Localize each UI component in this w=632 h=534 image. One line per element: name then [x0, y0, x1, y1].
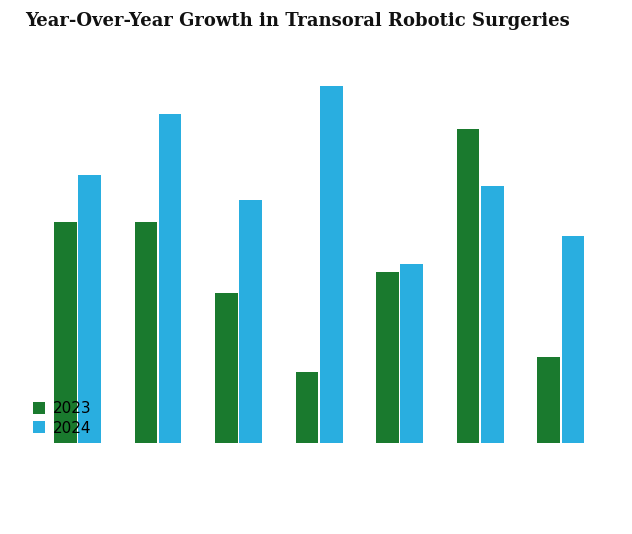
Bar: [159, 114, 181, 443]
Bar: [457, 129, 480, 443]
Bar: [561, 236, 584, 443]
Text: Year-Over-Year Growth in Transoral Robotic Surgeries: Year-Over-Year Growth in Transoral Robot…: [25, 12, 570, 30]
Legend: 2023, 2024: 2023, 2024: [33, 401, 92, 436]
Bar: [216, 293, 238, 443]
Bar: [376, 272, 399, 443]
Bar: [537, 357, 560, 443]
Bar: [78, 175, 101, 443]
Bar: [296, 372, 319, 443]
Bar: [401, 264, 423, 443]
Bar: [481, 186, 504, 443]
Bar: [240, 200, 262, 443]
Bar: [54, 222, 77, 443]
Bar: [135, 222, 157, 443]
Bar: [320, 85, 343, 443]
